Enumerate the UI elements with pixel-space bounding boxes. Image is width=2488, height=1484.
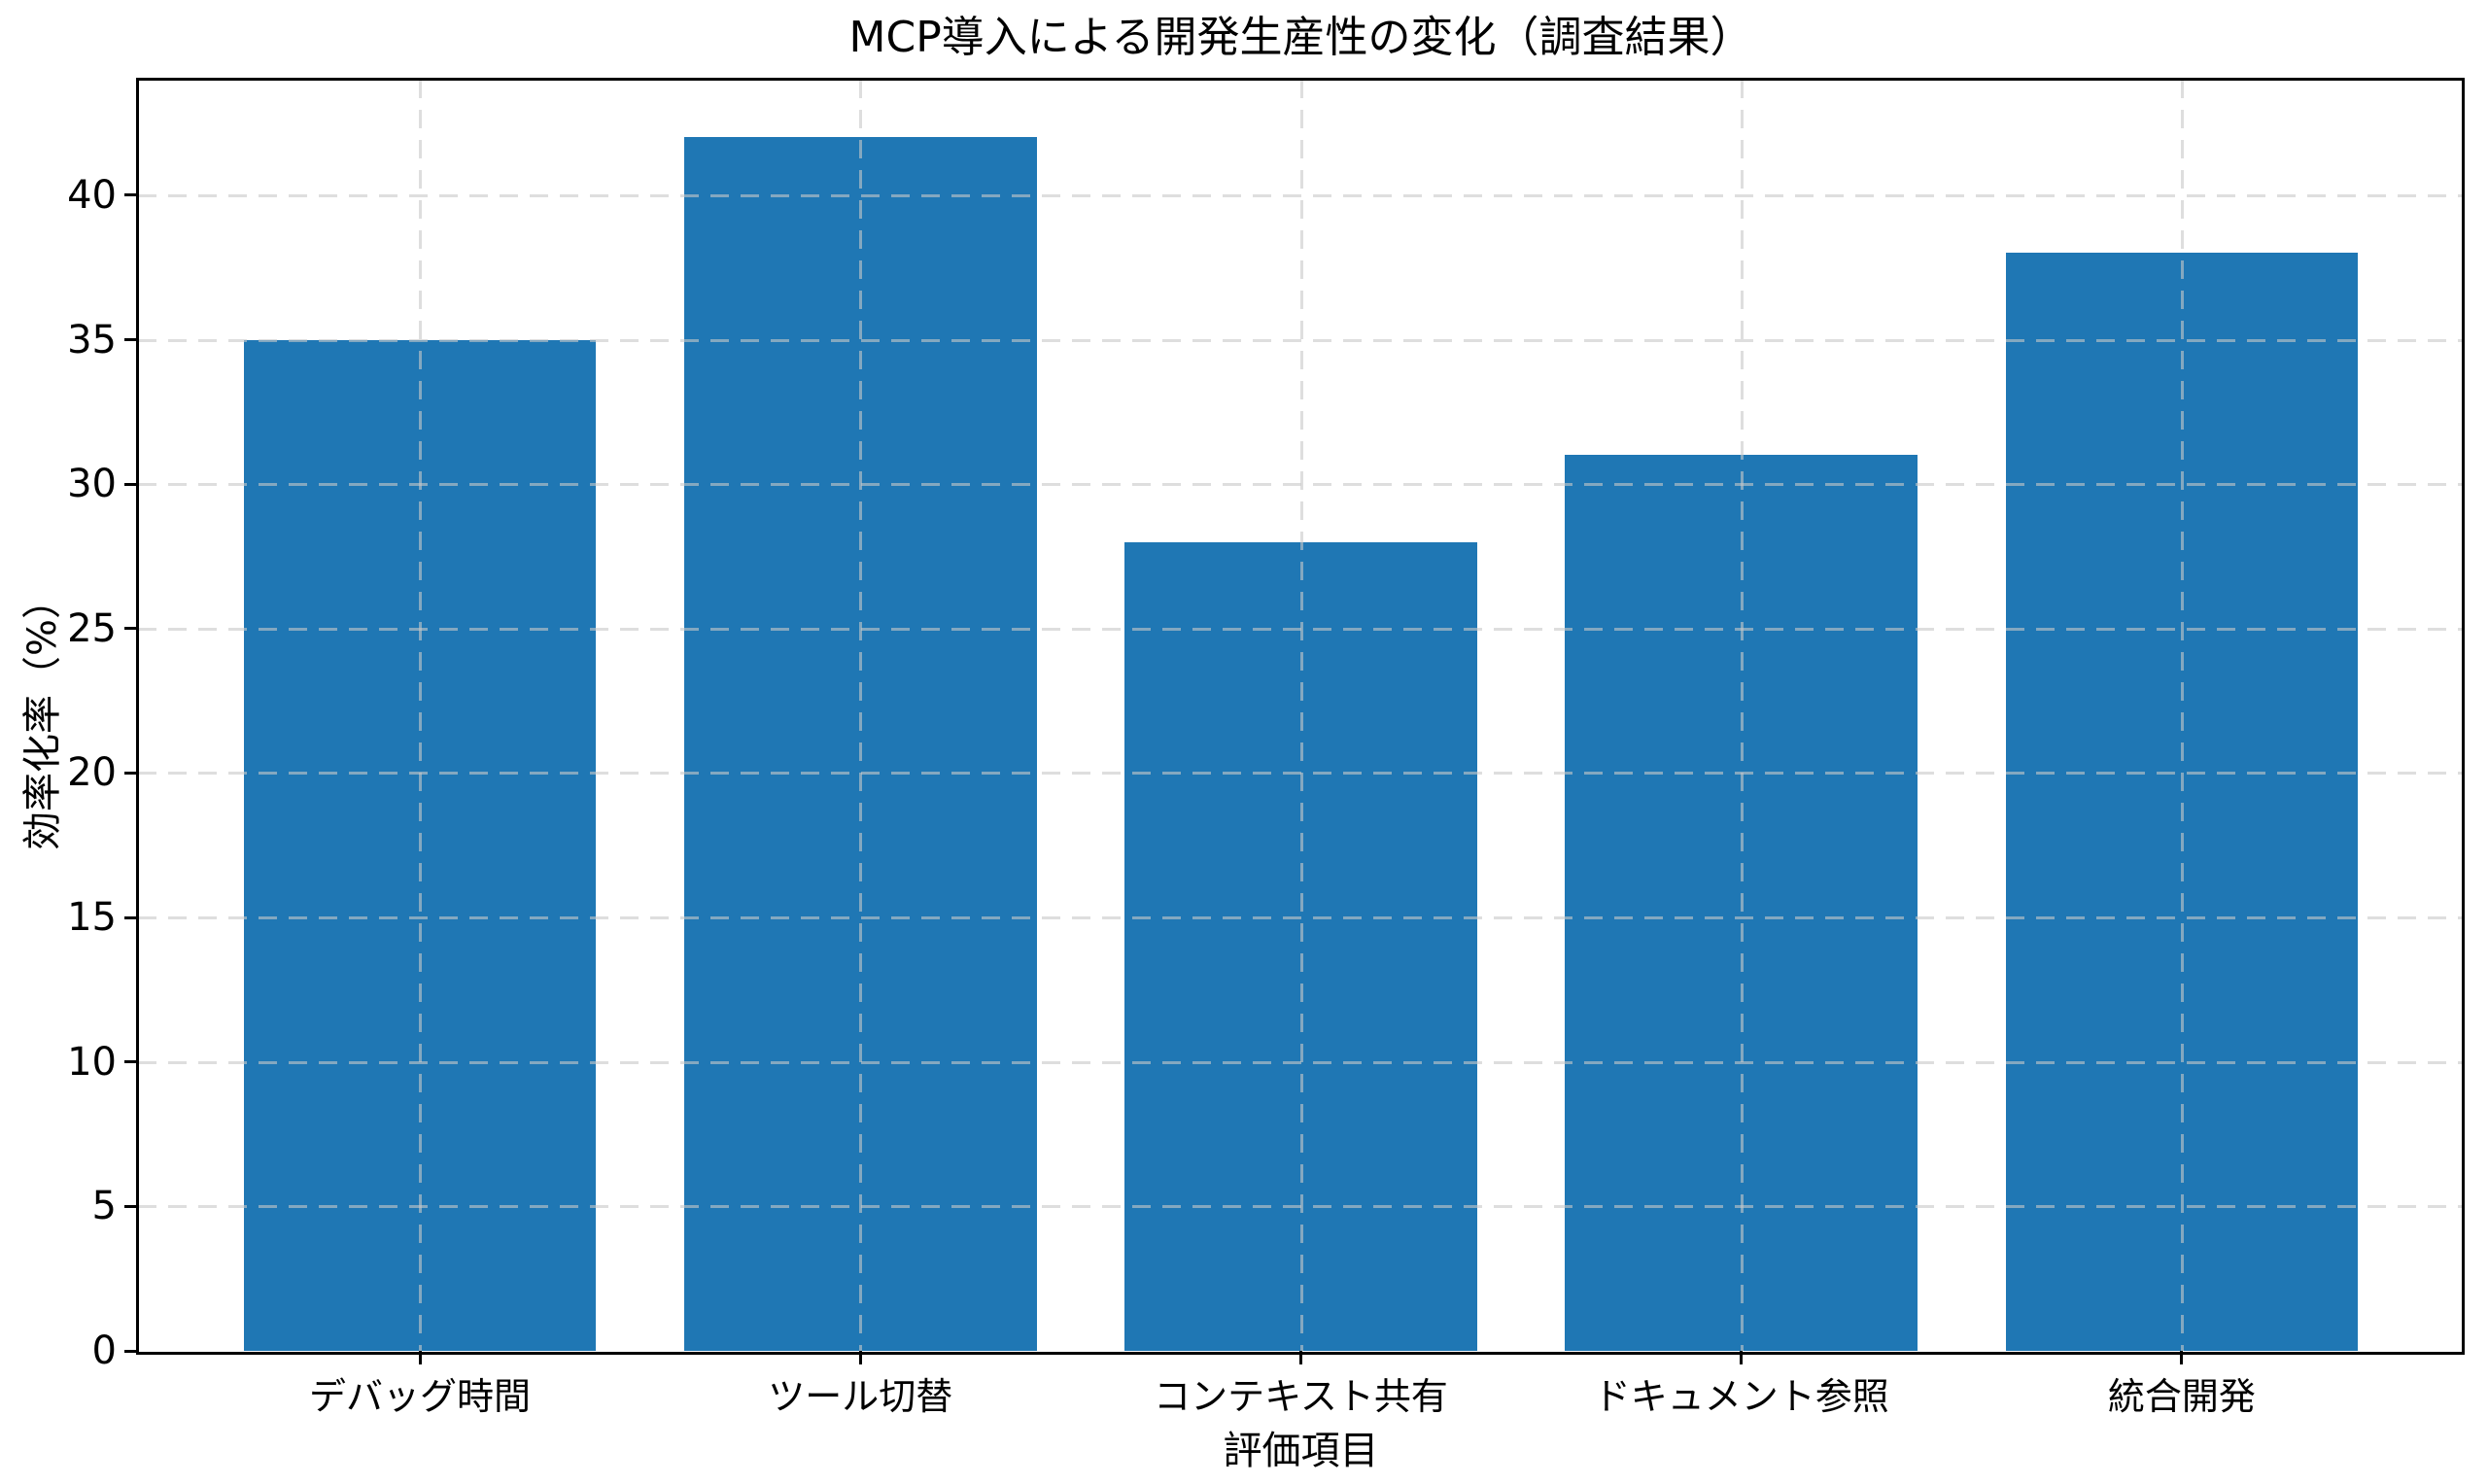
x-tick-label-4: 統合開発 (2107, 1375, 2256, 1418)
x-tick-mark-2 (1299, 1351, 1302, 1364)
y-tick-label-25: 25 (67, 605, 117, 651)
y-tick-label-10: 10 (67, 1039, 117, 1085)
y-tick-mark-5 (124, 1204, 138, 1208)
x-axis-label: 評価項目 (1223, 1429, 1379, 1473)
x-tick-label-1: ツール切替 (768, 1375, 953, 1418)
y-tick-label-15: 15 (67, 895, 117, 941)
y-tick-mark-30 (124, 482, 138, 486)
y-tick-mark-0 (124, 1349, 138, 1353)
y-tick-mark-20 (124, 771, 138, 775)
x-tick-mark-4 (2180, 1351, 2184, 1364)
x-tick-label-0: デバッグ時間 (309, 1375, 532, 1418)
y-tick-label-40: 40 (67, 172, 117, 218)
x-tick-mark-1 (858, 1351, 862, 1364)
x-gridline-3 (1740, 80, 1744, 1351)
x-tick-mark-0 (418, 1351, 422, 1364)
y-tick-mark-15 (124, 915, 138, 919)
y-tick-label-35: 35 (67, 317, 117, 362)
y-tick-label-5: 5 (91, 1184, 117, 1229)
x-gridline-1 (859, 80, 863, 1351)
y-tick-mark-35 (124, 338, 138, 342)
x-gridline-4 (2180, 80, 2184, 1351)
x-tick-mark-3 (1740, 1351, 1744, 1364)
y-tick-label-30: 30 (67, 462, 117, 507)
x-tick-label-3: ドキュメント参照 (1593, 1375, 1889, 1418)
y-tick-label-0: 0 (91, 1329, 117, 1373)
chart-title: MCP導入による開発生産性の変化（調査結果） (848, 13, 1753, 62)
y-tick-mark-10 (124, 1060, 138, 1064)
y-tick-mark-25 (124, 627, 138, 631)
x-gridline-2 (1299, 80, 1303, 1351)
x-tick-label-2: コンテキスト共有 (1154, 1375, 1448, 1418)
x-gridline-0 (419, 80, 423, 1351)
y-tick-mark-40 (124, 193, 138, 197)
y-tick-label-20: 20 (67, 750, 117, 796)
